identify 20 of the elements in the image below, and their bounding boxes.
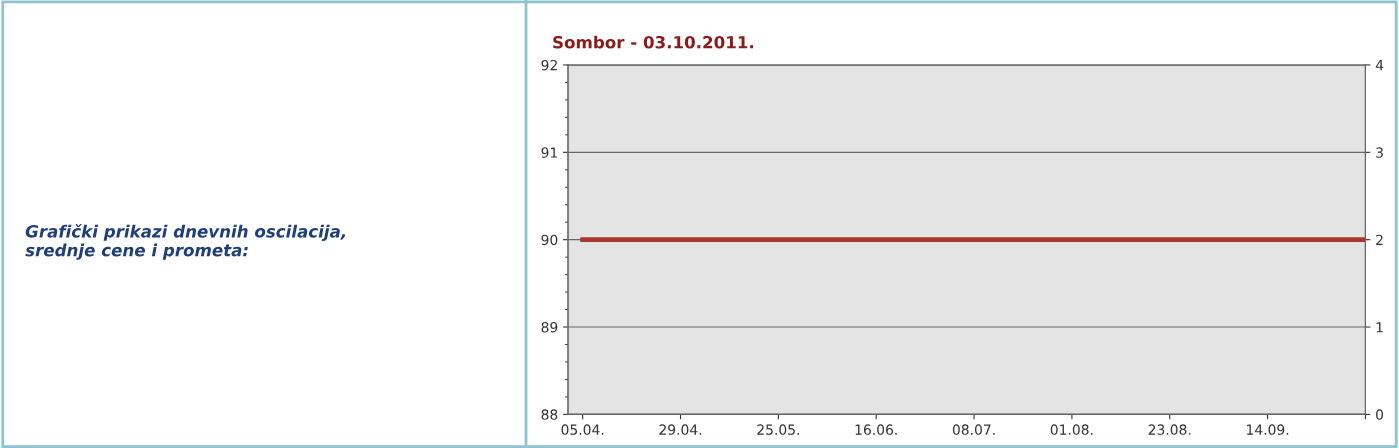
- y2-tick-label: 1: [1376, 322, 1383, 333]
- y-tick-label: 91: [541, 147, 557, 158]
- y2-tick-label: 3: [1376, 147, 1383, 158]
- x-tick-label: 14.09.: [1247, 424, 1289, 435]
- x-tick-label: 01.08.: [1050, 424, 1093, 435]
- text: Grafički prikazi dnevnih oscilacija, srednje cene i prometa:: [25, 224, 346, 260]
- x-tick-label: 29.04.: [659, 424, 702, 435]
- x-tick-label: 08.07.: [952, 424, 995, 435]
- chart-title: Sombor - 03.10.2011.: [553, 35, 754, 49]
- y2-tick-label: 2: [1376, 234, 1383, 245]
- y-tick-label: 92: [541, 59, 557, 71]
- y2-tick-label: 4: [1375, 60, 1384, 71]
- y-tick-label: 90: [541, 234, 558, 246]
- x-tick-label: 05.04.: [561, 424, 604, 435]
- y-tick-label: 88: [541, 409, 558, 420]
- y-tick-label: 89: [541, 322, 558, 333]
- x-tick-label: 23.08.: [1148, 424, 1191, 435]
- x-tick-label: 16.06.: [855, 424, 897, 435]
- y2-tick-label: 0: [1376, 409, 1384, 420]
- x-tick-label: 25.05.: [757, 424, 799, 435]
